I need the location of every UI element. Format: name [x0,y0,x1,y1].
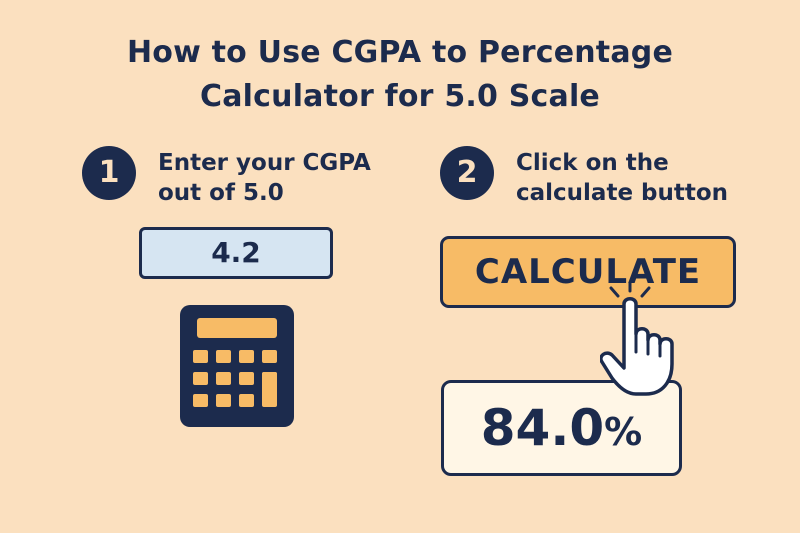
result-display: 84.0% [441,380,682,476]
page-title-line-2: Calculator for 5.0 Scale [200,79,600,114]
page-title-line-1: How to Use CGPA to Percentage [126,35,674,70]
step-2-number-badge: 2 [440,146,494,200]
step-1-number-badge: 1 [82,146,136,200]
result-unit: % [604,410,643,454]
calculator-icon [180,305,294,427]
step-1-text-line-2: out of 5.0 [158,180,284,206]
step-2-text-line-1: Click on the [516,150,669,176]
cgpa-input[interactable]: 4.2 [139,227,333,279]
pointing-hand-icon [600,282,674,396]
calculate-button[interactable]: CALCULATE [440,236,736,308]
result-value: 84.0 [480,399,605,457]
step-1-text-line-1: Enter your CGPA [158,150,371,176]
step-2-text-line-2: calculate button [516,180,729,206]
